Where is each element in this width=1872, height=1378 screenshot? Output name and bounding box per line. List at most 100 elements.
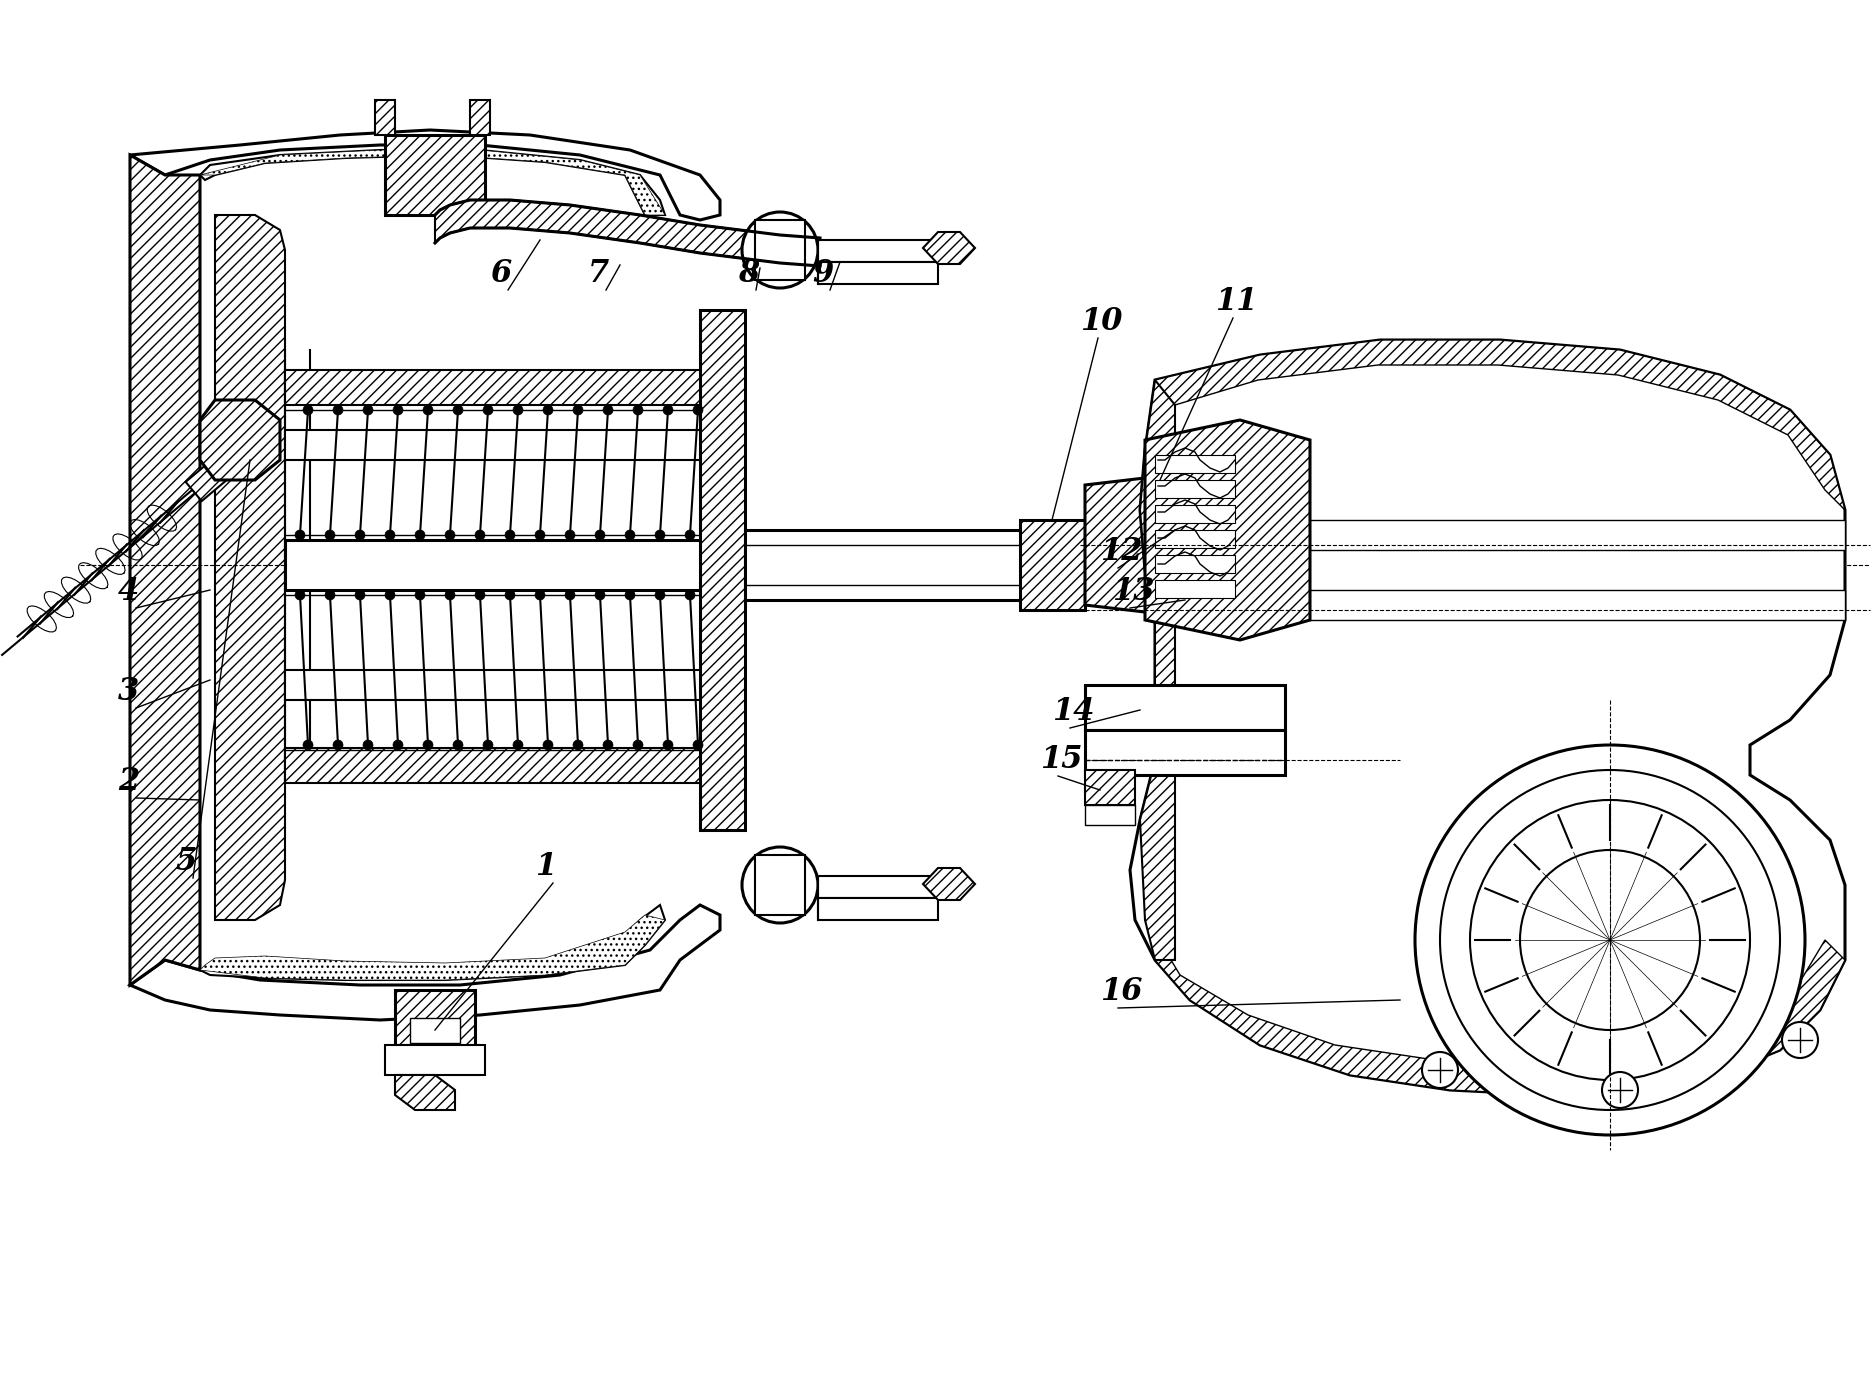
Circle shape (655, 590, 665, 599)
Circle shape (505, 531, 515, 540)
Circle shape (573, 740, 582, 750)
Bar (1086, 805, 1134, 825)
Circle shape (633, 405, 642, 415)
Bar (285, 371, 715, 405)
Polygon shape (1131, 340, 1846, 1096)
Bar (1155, 480, 1236, 497)
Circle shape (741, 847, 818, 923)
Circle shape (416, 590, 425, 599)
Circle shape (363, 405, 373, 415)
Bar (1155, 580, 1236, 598)
Text: 10: 10 (1080, 306, 1123, 338)
Circle shape (1091, 477, 1228, 613)
Circle shape (423, 740, 432, 750)
Circle shape (595, 590, 605, 599)
Circle shape (483, 740, 492, 750)
Circle shape (685, 531, 695, 540)
Bar (285, 430, 745, 460)
Text: 4: 4 (118, 576, 139, 606)
Circle shape (573, 405, 582, 415)
Text: 5: 5 (174, 846, 197, 876)
Text: 11: 11 (1215, 287, 1258, 317)
Circle shape (535, 531, 545, 540)
Circle shape (1520, 850, 1700, 1029)
Circle shape (505, 590, 515, 599)
Circle shape (693, 740, 704, 750)
Circle shape (754, 860, 805, 909)
Polygon shape (200, 915, 665, 980)
Circle shape (393, 740, 402, 750)
Polygon shape (434, 200, 820, 266)
Circle shape (1440, 770, 1780, 1111)
Polygon shape (129, 905, 721, 1020)
Circle shape (363, 740, 373, 750)
Circle shape (1140, 525, 1179, 565)
Bar (374, 101, 395, 135)
Text: 2: 2 (118, 766, 139, 796)
Bar (1155, 455, 1236, 473)
Bar (470, 101, 490, 135)
Polygon shape (200, 905, 665, 980)
Polygon shape (200, 400, 281, 480)
Circle shape (386, 590, 395, 599)
Polygon shape (923, 232, 975, 265)
Circle shape (655, 531, 665, 540)
Polygon shape (129, 154, 200, 985)
Circle shape (483, 405, 492, 415)
Bar (410, 1018, 461, 1043)
Circle shape (633, 740, 642, 750)
Text: 9: 9 (812, 258, 833, 289)
Circle shape (333, 740, 343, 750)
Circle shape (475, 531, 485, 540)
Bar (818, 262, 938, 284)
Polygon shape (395, 1075, 455, 1111)
Bar (1155, 590, 1846, 620)
Circle shape (446, 590, 455, 599)
Bar (386, 135, 485, 215)
Circle shape (1602, 1072, 1638, 1108)
Circle shape (603, 405, 612, 415)
Circle shape (386, 531, 395, 540)
Polygon shape (129, 130, 721, 220)
Circle shape (1470, 801, 1750, 1080)
Text: 12: 12 (1101, 536, 1142, 566)
Circle shape (603, 740, 612, 750)
Circle shape (303, 405, 313, 415)
Circle shape (446, 531, 455, 540)
Circle shape (356, 531, 365, 540)
Circle shape (625, 590, 635, 599)
Circle shape (423, 405, 432, 415)
Text: 6: 6 (490, 258, 511, 289)
Bar (386, 1045, 485, 1075)
Bar (818, 898, 938, 921)
Text: 1: 1 (535, 852, 556, 882)
Circle shape (1782, 1022, 1818, 1058)
Circle shape (535, 590, 545, 599)
Circle shape (513, 740, 522, 750)
Circle shape (565, 590, 575, 599)
Bar (700, 310, 745, 830)
Bar (395, 989, 475, 1045)
Circle shape (685, 590, 695, 599)
Bar (754, 854, 805, 915)
Circle shape (625, 531, 635, 540)
Circle shape (1423, 1051, 1458, 1089)
Bar (285, 670, 745, 700)
Circle shape (754, 225, 805, 276)
Text: 8: 8 (738, 258, 760, 289)
Circle shape (475, 590, 485, 599)
Polygon shape (1155, 940, 1846, 1096)
Circle shape (595, 531, 605, 540)
Polygon shape (1155, 340, 1846, 510)
Polygon shape (215, 215, 285, 921)
Bar (1155, 520, 1846, 550)
Polygon shape (1146, 420, 1310, 639)
Circle shape (296, 531, 305, 540)
Bar (818, 240, 938, 262)
Polygon shape (923, 868, 975, 900)
Polygon shape (1140, 380, 1176, 960)
Bar (1086, 730, 1284, 774)
Circle shape (333, 405, 343, 415)
Bar (285, 540, 1060, 590)
Bar (754, 220, 805, 280)
